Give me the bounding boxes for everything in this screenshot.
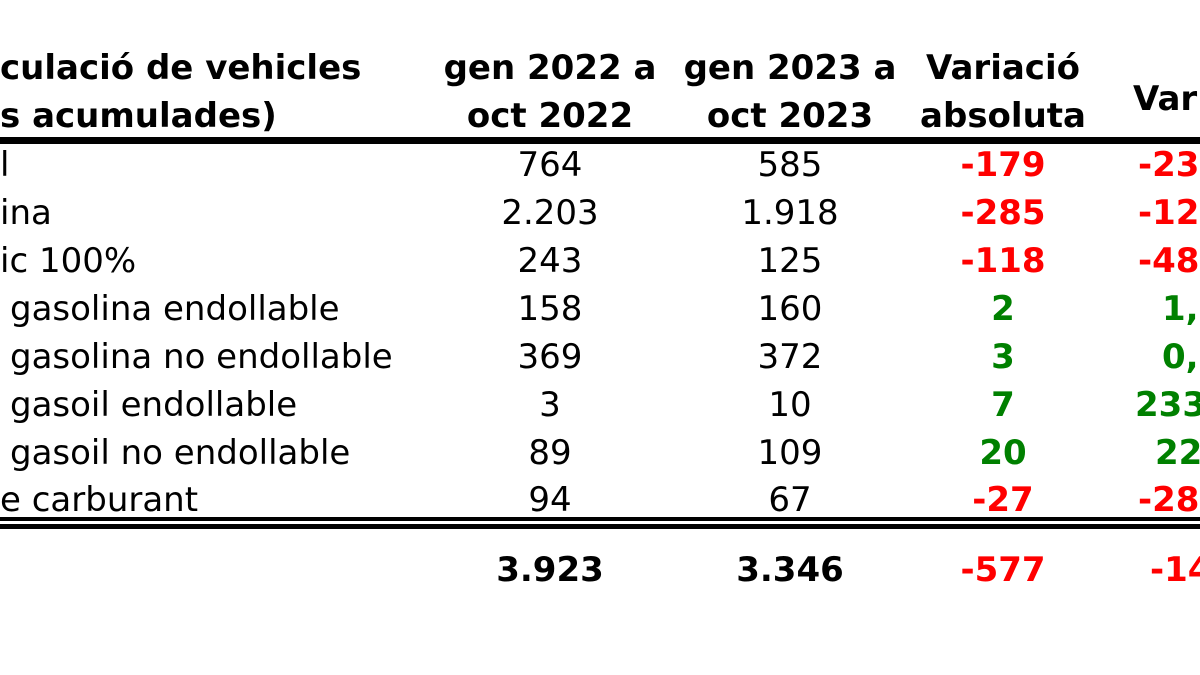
value-2022: 764 [517,145,583,185]
column-header-2022-line2: oct 2022 [466,96,634,136]
row-label: ina [0,193,52,233]
value-2023: 125 [757,241,823,281]
column-header-2023-line1: gen 2023 a [683,48,897,88]
header-divider-rule [0,137,1200,144]
value-2023: 160 [757,289,823,329]
value-2023: 1.918 [741,193,839,233]
table-title-line1: culació de vehicles [0,48,362,88]
value-2022: 158 [517,289,583,329]
row-label: gasoil no endollable [10,433,351,473]
total-variation-percent: -14 [1150,550,1200,590]
row-label: e carburant [0,480,199,520]
total-divider-rule-thin [0,517,1200,521]
variation-percent: 1, [1162,289,1199,329]
value-2022: 243 [517,241,583,281]
variation-absolute: -285 [960,193,1046,233]
table-row: gasolina no endollable 369 372 3 0, [0,333,1200,381]
total-variation-absolute: -577 [960,550,1046,590]
total-divider-rule-thick [0,524,1200,529]
row-label: gasolina endollable [10,289,340,329]
variation-absolute: -179 [960,145,1046,185]
table-total-row: 3.923 3.346 -577 -14 [0,546,1200,594]
variation-percent: 0, [1162,337,1199,377]
value-2023: 585 [757,145,823,185]
column-header-2022-line1: gen 2022 a [443,48,657,88]
column-header-2023-line2: oct 2023 [706,96,874,136]
row-label: gasolina no endollable [10,337,393,377]
variation-percent: -12 [1138,193,1200,233]
variation-absolute: 3 [991,337,1015,377]
column-header-variacio-absoluta-line2: absoluta [920,96,1086,136]
table-row: e carburant 94 67 -27 -28 [0,476,1200,524]
value-2022: 89 [528,433,572,473]
table-title-line2: s acumulades) [0,96,277,136]
variation-percent: -23 [1138,145,1200,185]
table-row: gasoil no endollable 89 109 20 22 [0,429,1200,477]
variation-absolute: -118 [960,241,1046,281]
value-2022: 369 [517,337,583,377]
variation-absolute: 20 [979,433,1027,473]
value-2022: 3 [539,385,561,425]
variation-absolute: 2 [991,289,1015,329]
variation-absolute: -27 [972,480,1034,520]
table-row: ina 2.203 1.918 -285 -12 [0,189,1200,237]
variation-percent: -48 [1138,241,1200,281]
table-row: gasolina endollable 158 160 2 1, [0,285,1200,333]
value-2023: 109 [757,433,823,473]
column-header-variacio-absoluta-line1: Variació [926,48,1080,88]
value-2022: 94 [528,480,572,520]
variation-percent: 22 [1155,433,1200,473]
row-label: gasoil endollable [10,385,298,425]
variation-percent: -28 [1138,480,1200,520]
value-2023: 10 [768,385,812,425]
value-2023: 67 [768,480,812,520]
column-header-variacio-percent: Var [1133,79,1198,119]
value-2022: 2.203 [501,193,599,233]
total-2022: 3.923 [496,550,604,590]
variation-absolute: 7 [991,385,1015,425]
table-row: gasoil endollable 3 10 7 233 [0,381,1200,429]
row-label: ic 100% [0,241,137,281]
row-label: l [0,145,10,185]
total-2023: 3.346 [736,550,844,590]
variation-percent: 233 [1135,385,1200,425]
table-row: ic 100% 243 125 -118 -48 [0,237,1200,285]
table-row: l 764 585 -179 -23 [0,141,1200,189]
value-2023: 372 [757,337,823,377]
